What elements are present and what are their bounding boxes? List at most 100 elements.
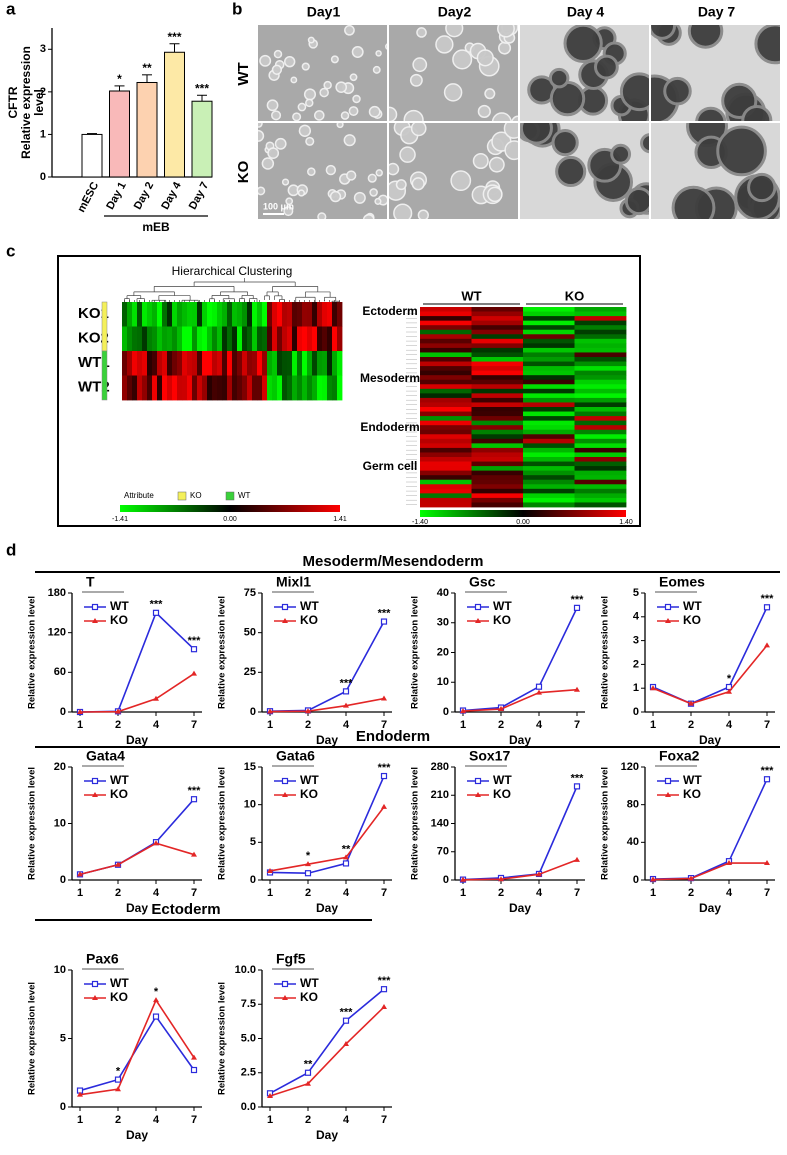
legend-label: KO xyxy=(493,787,511,801)
cell-cluster xyxy=(411,177,425,191)
column-header: Day2 xyxy=(438,4,472,20)
cell-cluster xyxy=(317,212,327,219)
heatmap-cell xyxy=(162,326,168,352)
heatmap-cell xyxy=(420,438,472,444)
heatmap-cell xyxy=(252,326,258,352)
color-scale-tick-label: 0.00 xyxy=(516,519,530,526)
heatmap-cell xyxy=(471,479,524,485)
x-tick-label: 2 xyxy=(115,1114,121,1126)
heatmap-cell xyxy=(574,447,627,453)
heatmap-cell xyxy=(420,420,472,426)
heatmap-cell xyxy=(172,375,178,401)
cell-cluster xyxy=(610,143,632,165)
heatmap-cell xyxy=(137,302,143,327)
x-tick-label: 1 xyxy=(460,719,466,731)
y-tick-label: 1 xyxy=(40,128,46,140)
column-header: Day1 xyxy=(307,4,341,20)
heatmap-cell xyxy=(137,326,143,352)
cell-cluster xyxy=(374,197,382,205)
cell-cluster xyxy=(290,76,298,84)
series-line xyxy=(79,798,195,876)
bar xyxy=(109,90,130,178)
heatmap-cell xyxy=(302,326,308,352)
heatmap-cell xyxy=(471,393,524,399)
heatmap-cell xyxy=(574,357,627,362)
heatmap-cell xyxy=(420,325,472,331)
heatmap-cell xyxy=(574,488,627,494)
cell-cluster xyxy=(403,109,424,121)
heatmap-cell xyxy=(523,334,575,340)
heatmap-cell xyxy=(574,352,627,358)
cell-cluster xyxy=(445,25,464,38)
legend-label: KO xyxy=(110,990,128,1004)
heatmap-cell xyxy=(420,443,472,449)
y-tick-label: 5 xyxy=(250,836,256,848)
heatmap-cell xyxy=(574,311,627,317)
x-tick-label: 7 xyxy=(764,719,770,731)
y-tick-label: 10 xyxy=(54,817,66,829)
heatmap-cell xyxy=(471,493,524,499)
panel-c-frame xyxy=(57,255,641,527)
heatmap-cell xyxy=(197,326,203,352)
heatmap-cell xyxy=(420,397,472,403)
x-tick-label: 7 xyxy=(191,719,197,731)
x-tick-label: 1 xyxy=(650,887,656,899)
heatmap-cell xyxy=(471,379,524,385)
heatmap-row-label: KO1 xyxy=(78,305,109,322)
marker xyxy=(153,840,159,846)
heatmap-cell xyxy=(420,457,472,462)
lineage-group-label: Mesoderm xyxy=(360,371,420,385)
series-line xyxy=(79,998,195,1096)
color-scale-tick-label: -1.40 xyxy=(412,519,428,526)
heatmap-cell xyxy=(574,338,627,344)
heatmap-cell xyxy=(420,307,472,312)
heatmap-cell xyxy=(471,502,524,508)
heatmap-cell xyxy=(192,326,198,352)
heatmap-cell xyxy=(574,307,627,312)
section-title: Ectoderm xyxy=(151,901,220,918)
marker xyxy=(305,1080,311,1086)
heatmap-cell xyxy=(471,338,524,344)
heatmap-cell xyxy=(247,375,253,401)
heatmap-cell xyxy=(237,326,243,352)
marker xyxy=(574,686,580,692)
cell-cluster xyxy=(375,50,382,57)
heatmap-cell xyxy=(523,484,575,490)
y-axis-label: Relative expression level xyxy=(217,982,228,1095)
marker xyxy=(381,803,387,809)
legend-marker xyxy=(92,995,98,1000)
x-tick-label: 4 xyxy=(153,887,160,899)
cell-cluster xyxy=(663,76,692,106)
heatmap-cell xyxy=(322,375,328,401)
heatmap-cell xyxy=(287,351,293,376)
x-tick-label: 1 xyxy=(267,887,273,899)
legend-label: WT xyxy=(110,976,129,990)
heatmap-cell xyxy=(237,302,243,327)
significance: * xyxy=(116,1066,121,1078)
x-tick-label: 1 xyxy=(267,719,273,731)
heatmap-cell xyxy=(152,351,158,376)
x-tick-label: Day 7 xyxy=(187,180,211,212)
significance: * xyxy=(306,850,311,862)
heatmap-cell xyxy=(152,375,158,401)
x-tick-label: 2 xyxy=(115,887,121,899)
marker xyxy=(342,688,350,695)
heatmap-column-label: KO xyxy=(565,288,585,303)
cell-cluster xyxy=(362,213,375,219)
heatmap-cell xyxy=(147,351,153,376)
legend-label: WT xyxy=(238,491,251,500)
x-axis-label: Day xyxy=(126,1128,148,1142)
heatmap-cell xyxy=(420,475,472,481)
marker xyxy=(763,776,771,783)
legend-marker xyxy=(92,792,98,797)
heatmap-cell xyxy=(327,302,333,327)
heatmap-cell xyxy=(574,416,627,422)
marker xyxy=(304,870,312,877)
cell-cluster xyxy=(435,35,454,54)
legend-marker xyxy=(475,618,481,623)
heatmap-cell xyxy=(420,393,472,399)
cell-cluster xyxy=(412,57,428,73)
heatmap-cell xyxy=(232,375,238,401)
marker xyxy=(460,708,466,714)
heatmap-cell xyxy=(142,302,148,327)
